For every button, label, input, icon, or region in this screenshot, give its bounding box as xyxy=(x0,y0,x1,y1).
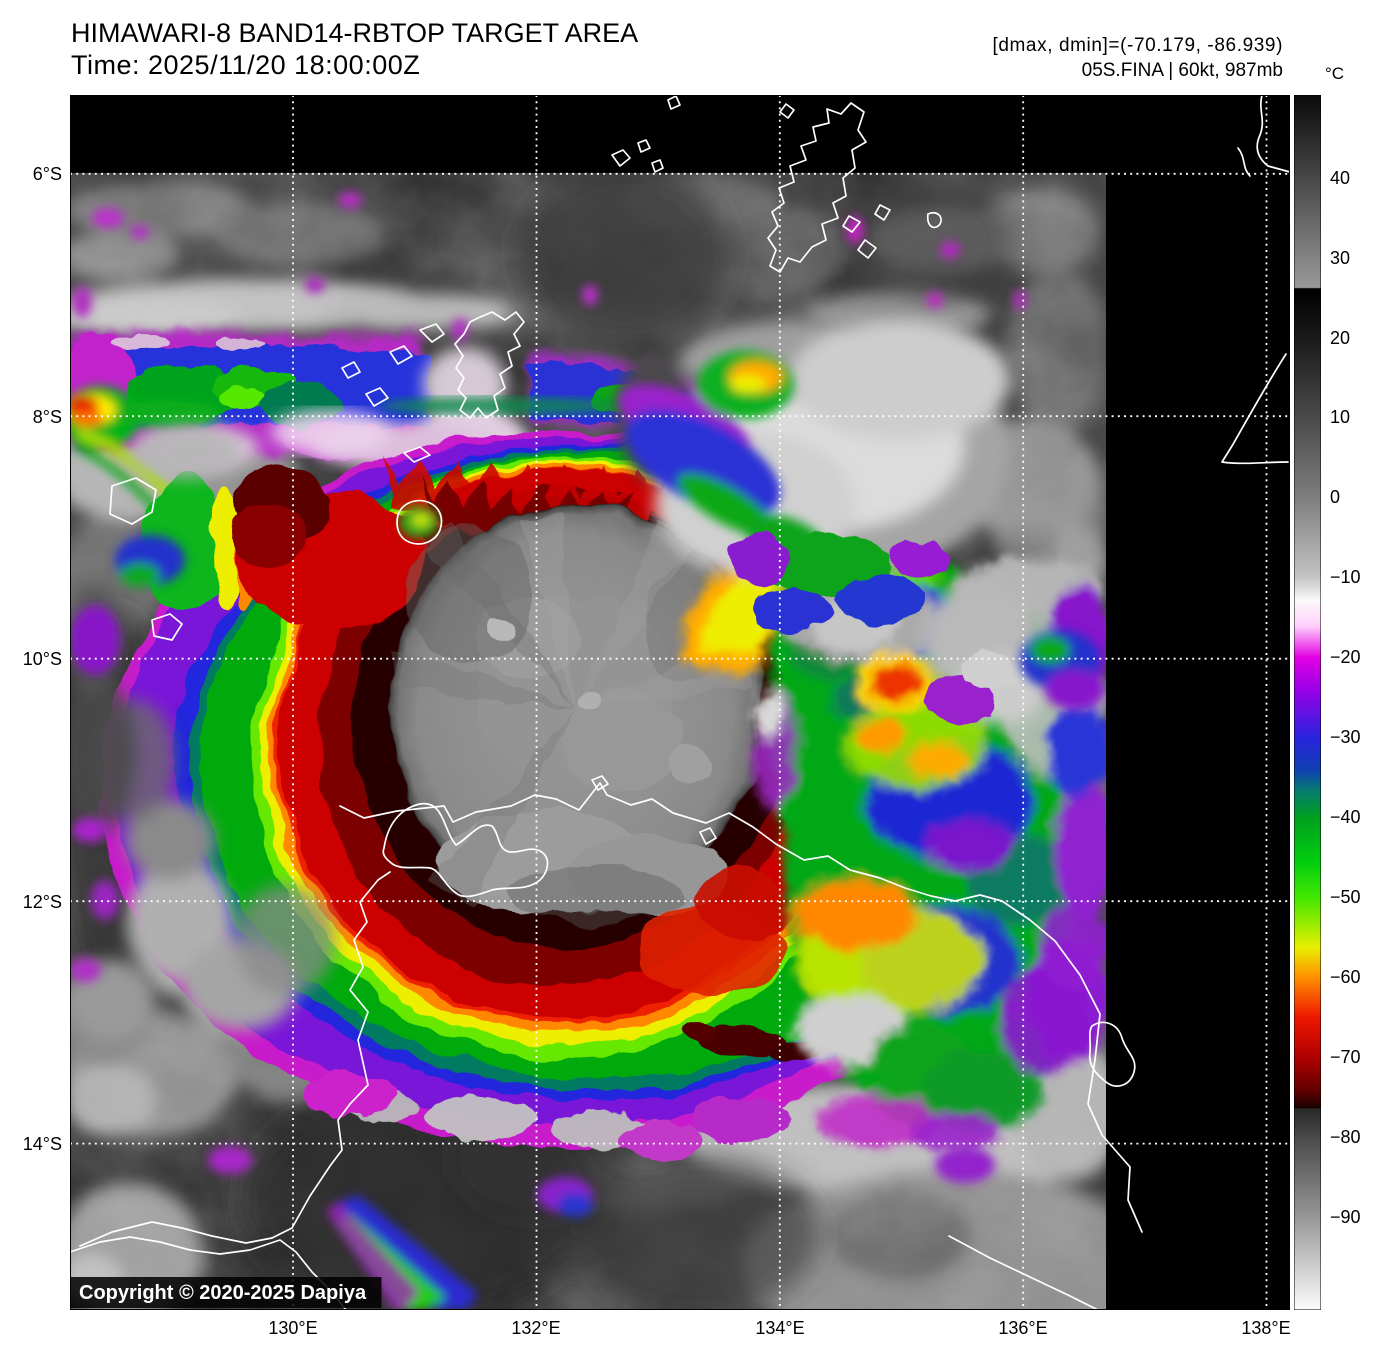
svg-text:Copyright © 2020-2025 Dapiya: Copyright © 2020-2025 Dapiya xyxy=(79,1282,367,1304)
